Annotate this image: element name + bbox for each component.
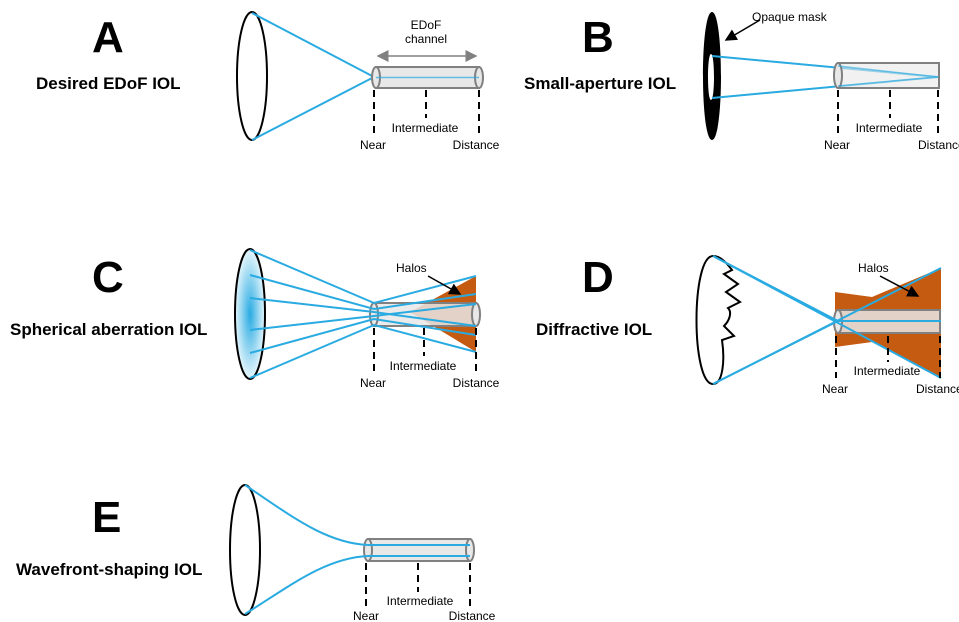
panel-d-diagram: Halos Near Intermediate Distance	[695, 254, 959, 396]
panel-c-intermediate-label: Intermediate	[390, 359, 457, 373]
panel-c-title: Spherical aberration IOL	[10, 320, 208, 339]
panel-e-near-label: Near	[353, 609, 379, 622]
panel-e-diagram: Near Intermediate Distance	[229, 484, 496, 622]
panel-c-lens	[234, 248, 266, 380]
panel-b-near-label: Near	[824, 138, 850, 152]
panel-b-letter: B	[582, 13, 614, 62]
panel-e-intermediate-label: Intermediate	[387, 594, 454, 608]
panel-c-letter: C	[92, 253, 124, 302]
panel-d-title: Diffractive IOL	[536, 320, 653, 339]
panel-a-annotation-line2: channel	[405, 32, 447, 46]
panel-a-distance-label: Distance	[453, 138, 500, 152]
panel-c-near-label: Near	[360, 376, 386, 390]
panel-a-diagram: EDoF channel Near Intermediate Distance	[236, 11, 500, 152]
panel-d-near-label: Near	[822, 382, 848, 396]
panel-c-annotation: Halos	[396, 261, 427, 275]
panel-e-distance-label: Distance	[449, 609, 496, 622]
panel-b-opaque-mask	[703, 12, 721, 140]
panel-d-halo-pointer-arrow	[879, 275, 920, 297]
panel-a-intermediate-label: Intermediate	[392, 121, 459, 135]
panel-c-rays	[249, 249, 477, 379]
panel-e-rays	[244, 484, 470, 615]
panel-b-diagram: Opaque mask Near Intermediate Distance	[703, 10, 959, 152]
panel-b-distance-label: Distance	[918, 138, 959, 152]
panel-d-distance-label: Distance	[916, 382, 959, 396]
panel-c-diagram: Halos Near Intermediate Distance	[234, 248, 500, 390]
panel-a-ray-top	[251, 12, 375, 78]
panel-a-title: Desired EDoF IOL	[36, 74, 181, 93]
panel-b-intermediate-label: Intermediate	[856, 121, 923, 135]
panel-e-letter: E	[92, 493, 122, 542]
panel-d-intermediate-label: Intermediate	[854, 364, 921, 378]
panel-e-channel	[363, 538, 475, 562]
panel-b-channel	[833, 62, 940, 89]
panel-a-edof-channel	[371, 66, 484, 89]
panel-c-distance-label: Distance	[453, 376, 500, 390]
panel-b-annotation: Opaque mask	[752, 10, 828, 24]
panel-d-letter: D	[582, 253, 614, 302]
panel-a-ray-bottom	[251, 76, 375, 141]
panel-d-annotation: Halos	[858, 261, 889, 275]
panel-e-title: Wavefront-shaping IOL	[16, 560, 203, 579]
panel-a-letter: A	[92, 13, 124, 62]
panel-b-mask-pointer-arrow	[724, 19, 761, 41]
panel-a-near-label: Near	[360, 138, 386, 152]
panel-c-halo-pointer-arrow	[427, 275, 462, 295]
panel-a-annotation-line1: EDoF	[411, 18, 442, 32]
panel-b-title: Small-aperture IOL	[524, 74, 677, 93]
panel-a-lens	[236, 11, 268, 141]
panel-e-lens	[229, 484, 261, 616]
panel-d-diffractive-lens	[695, 254, 742, 386]
